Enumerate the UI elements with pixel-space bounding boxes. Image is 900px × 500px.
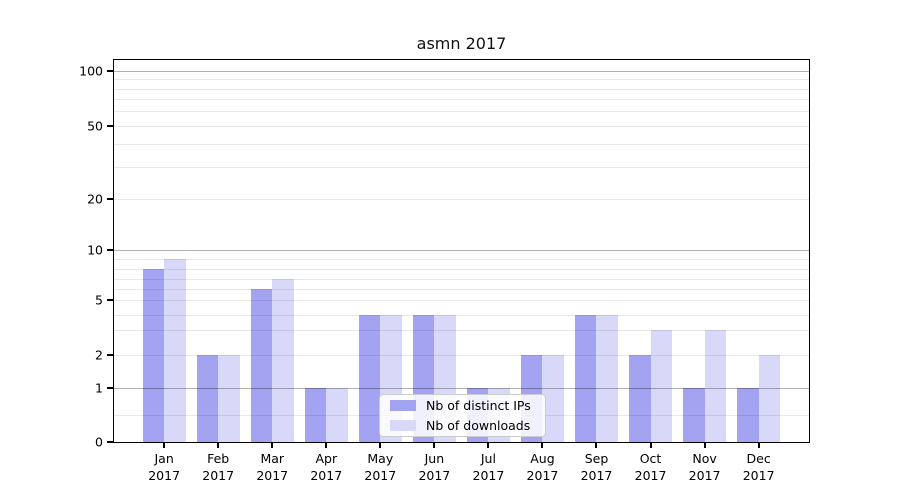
gridline-minor [114, 111, 809, 113]
x-axis-tick [649, 442, 652, 448]
x-axis-tick [487, 442, 490, 448]
gridline-minor [114, 99, 809, 101]
bar-distinct-ips [682, 387, 705, 442]
gridline-minor [114, 199, 809, 201]
x-axis-label: Jul 2017 [472, 451, 505, 483]
x-axis-label: Jun 2017 [418, 451, 451, 483]
legend-row: Nb of distinct IPs [390, 398, 535, 414]
gridline-minor [114, 125, 809, 127]
y-axis-label: 20 [87, 191, 103, 207]
bar-distinct-ips [628, 354, 651, 442]
y-axis-label: 0 [95, 434, 103, 450]
bar-downloads [758, 354, 781, 442]
gridline-minor [114, 288, 809, 290]
y-axis-label: 10 [87, 242, 103, 258]
y-axis-label: 100 [79, 63, 103, 79]
x-axis-label: Oct 2017 [634, 451, 667, 483]
x-axis-tick [703, 442, 706, 448]
y-axis-label: 2 [95, 347, 103, 363]
x-axis-tick [325, 442, 328, 448]
gridline-minor [114, 143, 809, 145]
x-axis-label: Nov 2017 [688, 451, 721, 483]
gridline-minor [114, 314, 809, 316]
gridline-minor [114, 88, 809, 90]
x-axis-tick [433, 442, 436, 448]
legend: Nb of distinct IPs Nb of downloads [379, 394, 546, 437]
bar-downloads [650, 329, 673, 442]
legend-label-distinct-ips: Nb of distinct IPs [426, 398, 531, 413]
bar-distinct-ips [574, 314, 597, 442]
legend-swatch-distinct-ips [390, 400, 416, 411]
gridline-major [114, 70, 809, 72]
y-axis-tick [107, 441, 114, 443]
bar-distinct-ips [736, 387, 759, 442]
bar-downloads [704, 329, 727, 442]
x-axis-tick [541, 442, 544, 448]
x-axis-tick [595, 442, 598, 448]
x-axis-label: Dec 2017 [742, 451, 775, 483]
y-axis-tick [107, 299, 114, 302]
legend-row: Nb of downloads [390, 418, 535, 434]
y-axis-label: 50 [87, 118, 103, 134]
y-axis-tick [107, 124, 114, 127]
y-axis-tick [107, 386, 114, 389]
bar-distinct-ips [196, 354, 219, 442]
y-axis-label: 1 [95, 380, 103, 396]
bar-distinct-ips [304, 387, 327, 442]
x-axis-label: Aug 2017 [526, 451, 559, 483]
legend-swatch-downloads [390, 420, 416, 431]
x-axis-tick [271, 442, 274, 448]
y-axis-label: 5 [95, 292, 103, 308]
bar-downloads [542, 354, 565, 442]
bar-downloads [164, 258, 186, 442]
y-axis-tick [107, 69, 114, 72]
bar-distinct-ips [142, 268, 165, 442]
x-axis-label: Feb 2017 [202, 451, 235, 483]
y-axis-tick [107, 353, 114, 356]
bar-downloads [326, 387, 348, 442]
x-axis-tick [217, 442, 220, 448]
gridline-minor [114, 258, 809, 260]
x-axis-label: May 2017 [364, 451, 397, 483]
x-axis-label: Mar 2017 [256, 451, 289, 483]
gridline-minor [114, 166, 809, 168]
bar-downloads [596, 314, 619, 442]
bar-downloads [218, 354, 240, 442]
gridline-minor [114, 278, 809, 280]
plot-area: Nb of distinct IPs Nb of downloads 100 50… [79, 59, 810, 483]
x-axis-label: Sep 2017 [580, 451, 613, 483]
x-axis-tick [163, 442, 166, 448]
gridline-minor [114, 268, 809, 270]
y-axis-tick [107, 198, 114, 201]
bar-downloads [272, 278, 294, 442]
chart-title: asmn 2017 [416, 34, 507, 53]
x-axis-tick [379, 442, 382, 448]
bar-distinct-ips [358, 314, 381, 442]
legend-label-downloads: Nb of downloads [426, 418, 531, 433]
gridline-major [114, 250, 809, 252]
gridline-minor [114, 300, 809, 302]
x-axis-tick [757, 442, 760, 448]
x-axis-label: Jan 2017 [148, 451, 181, 483]
y-axis-tick [107, 249, 114, 252]
x-axis-label: Apr 2017 [310, 451, 343, 483]
bar-distinct-ips [250, 288, 273, 442]
gridline-minor [114, 79, 809, 81]
